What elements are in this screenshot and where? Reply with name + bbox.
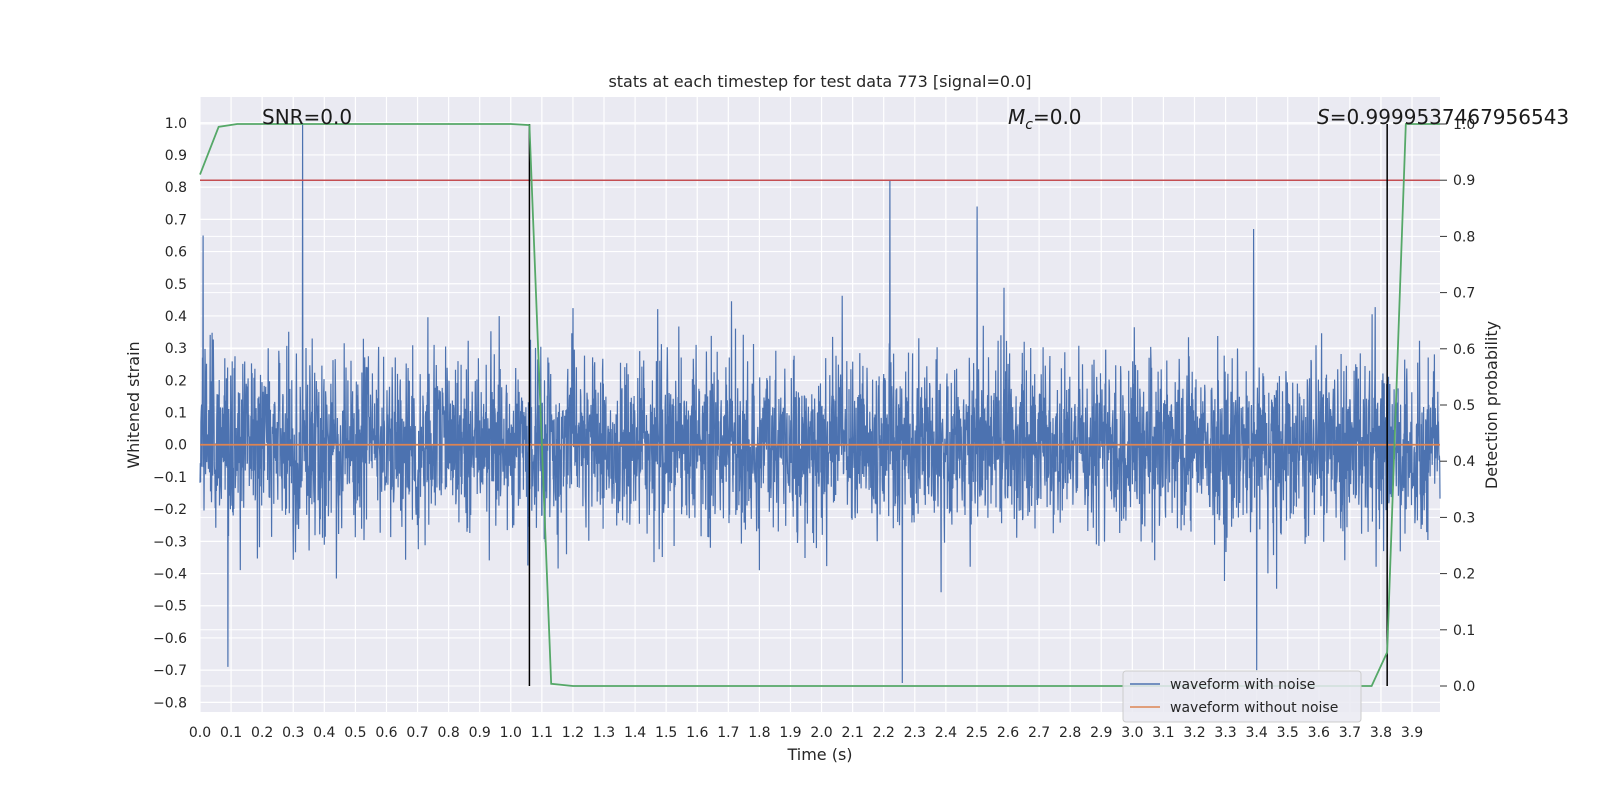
- series-waveform-with-noise: [199, 122, 1441, 684]
- x-tick-label: 1.7: [717, 725, 739, 741]
- x-tick-label: 3.5: [1277, 725, 1299, 741]
- x-tick-label: 2.1: [841, 725, 863, 741]
- x-tick-label: 1.3: [593, 725, 615, 741]
- x-tick-label: 2.8: [1059, 725, 1081, 741]
- x-tick-label: 3.8: [1370, 725, 1392, 741]
- y2-tick-label: 0.5: [1453, 398, 1475, 414]
- x-tick-label: 3.4: [1246, 725, 1268, 741]
- y-tick-label: −0.3: [153, 534, 187, 550]
- y2-tick-label: 0.1: [1453, 623, 1475, 639]
- chart-title: stats at each timestep for test data 773…: [608, 72, 1031, 91]
- series-layer: [199, 122, 1441, 687]
- x-tick-label: 1.0: [500, 725, 522, 741]
- y-tick-label: 0.6: [165, 245, 187, 261]
- x-tick-label: 0.6: [375, 725, 397, 741]
- y-tick-label: −0.8: [153, 695, 187, 711]
- y-tick-label: 0.7: [165, 212, 187, 228]
- y-tick-label: 0.2: [165, 373, 187, 389]
- x-tick-label: 0.5: [344, 725, 366, 741]
- x-axis-label: Time (s): [786, 745, 852, 764]
- y-tick-label: −0.2: [153, 502, 187, 518]
- x-tick-label: 2.6: [997, 725, 1019, 741]
- x-tick-label: 3.9: [1401, 725, 1423, 741]
- y-tick-label: −0.1: [153, 470, 187, 486]
- y-tick-label: 1.0: [165, 116, 187, 132]
- y2-tick-label: 0.8: [1453, 229, 1475, 245]
- x-tick-label: 0.4: [313, 725, 335, 741]
- x-tick-label: 1.9: [779, 725, 801, 741]
- x-tick-label: 0.2: [251, 725, 273, 741]
- s-symbol: S: [1317, 105, 1330, 129]
- y-tick-label: −0.5: [153, 599, 187, 615]
- y-tick-label: 0.0: [165, 438, 187, 454]
- x-tick-label: 0.3: [282, 725, 304, 741]
- mc-subscript: c: [1025, 117, 1033, 133]
- y-tick-label: −0.6: [153, 631, 187, 647]
- x-tick-label: 3.6: [1308, 725, 1330, 741]
- x-tick-label: 2.5: [966, 725, 988, 741]
- x-tick-label: 1.2: [562, 725, 584, 741]
- y2-axis-label: Detection probability: [1482, 321, 1501, 489]
- mc-annotation: Mc=0.0: [1008, 105, 1082, 133]
- x-tick-label: 3.3: [1214, 725, 1236, 741]
- x-tick-label: 0.1: [220, 725, 242, 741]
- x-tick-label: 1.4: [624, 725, 646, 741]
- y-tick-label: −0.4: [153, 567, 187, 583]
- x-tick-label: 3.7: [1339, 725, 1361, 741]
- y2-tick-label: 0.3: [1453, 510, 1475, 526]
- ticks: 0.0 0.1 0.2 0.3 0.4 0.5 0.6 0.7 0.8 0.9 1.0 1.1 1.2 1…: [153, 116, 1475, 741]
- y-tick-label: 0.3: [165, 341, 187, 357]
- y2-tick-label: 0.2: [1453, 567, 1475, 583]
- x-tick-label: 0.0: [189, 725, 211, 741]
- y2-tick-label: 0.6: [1453, 342, 1475, 358]
- y-tick-label: 0.5: [165, 277, 187, 293]
- y2-tick-label: 0.9: [1453, 173, 1475, 189]
- x-tick-label: 2.2: [873, 725, 895, 741]
- y2-tick-label: 0.0: [1453, 679, 1475, 695]
- x-tick-label: 1.6: [686, 725, 708, 741]
- mc-symbol: M: [1008, 105, 1025, 129]
- x-tick-label: 2.9: [1090, 725, 1112, 741]
- s-annotation: S=0.9999537467956543: [1317, 105, 1569, 129]
- y-tick-label: 0.8: [165, 180, 187, 196]
- y-tick-label: 0.4: [165, 309, 187, 325]
- y-tick-label: 0.1: [165, 406, 187, 422]
- x-tick-label: 0.7: [406, 725, 428, 741]
- x-tick-label: 0.8: [437, 725, 459, 741]
- y-tick-label: 0.9: [165, 148, 187, 164]
- x-tick-label: 1.5: [655, 725, 677, 741]
- snr-annotation: SNR=0.0: [262, 105, 352, 129]
- x-tick-label: 2.3: [904, 725, 926, 741]
- legend-box: [1122, 670, 1362, 723]
- x-tick-label: 3.0: [1121, 725, 1143, 741]
- y2-tick-label: 1.0: [1453, 117, 1475, 133]
- y2-tick-label: 0.4: [1453, 454, 1475, 470]
- legend-label-clean: waveform without noise: [1170, 700, 1338, 716]
- legend-label-noisy: waveform with noise: [1170, 677, 1315, 693]
- series-detection-probability: [199, 123, 1440, 687]
- x-tick-label: 3.2: [1183, 725, 1205, 741]
- x-tick-label: 3.1: [1152, 725, 1174, 741]
- legend: waveform with noise waveform without noi…: [1122, 670, 1362, 723]
- x-tick-label: 2.4: [935, 725, 957, 741]
- x-tick-label: 2.0: [810, 725, 832, 741]
- x-tick-label: 1.8: [748, 725, 770, 741]
- y-axis-label: Whitened strain: [124, 341, 143, 468]
- y-tick-label: −0.7: [153, 663, 187, 679]
- x-tick-label: 2.7: [1028, 725, 1050, 741]
- mc-value: =0.0: [1033, 105, 1082, 129]
- x-tick-label: 1.1: [531, 725, 553, 741]
- s-value: =0.9999537467956543: [1330, 105, 1569, 129]
- x-tick-label: 0.9: [469, 725, 491, 741]
- y2-tick-label: 0.7: [1453, 286, 1475, 302]
